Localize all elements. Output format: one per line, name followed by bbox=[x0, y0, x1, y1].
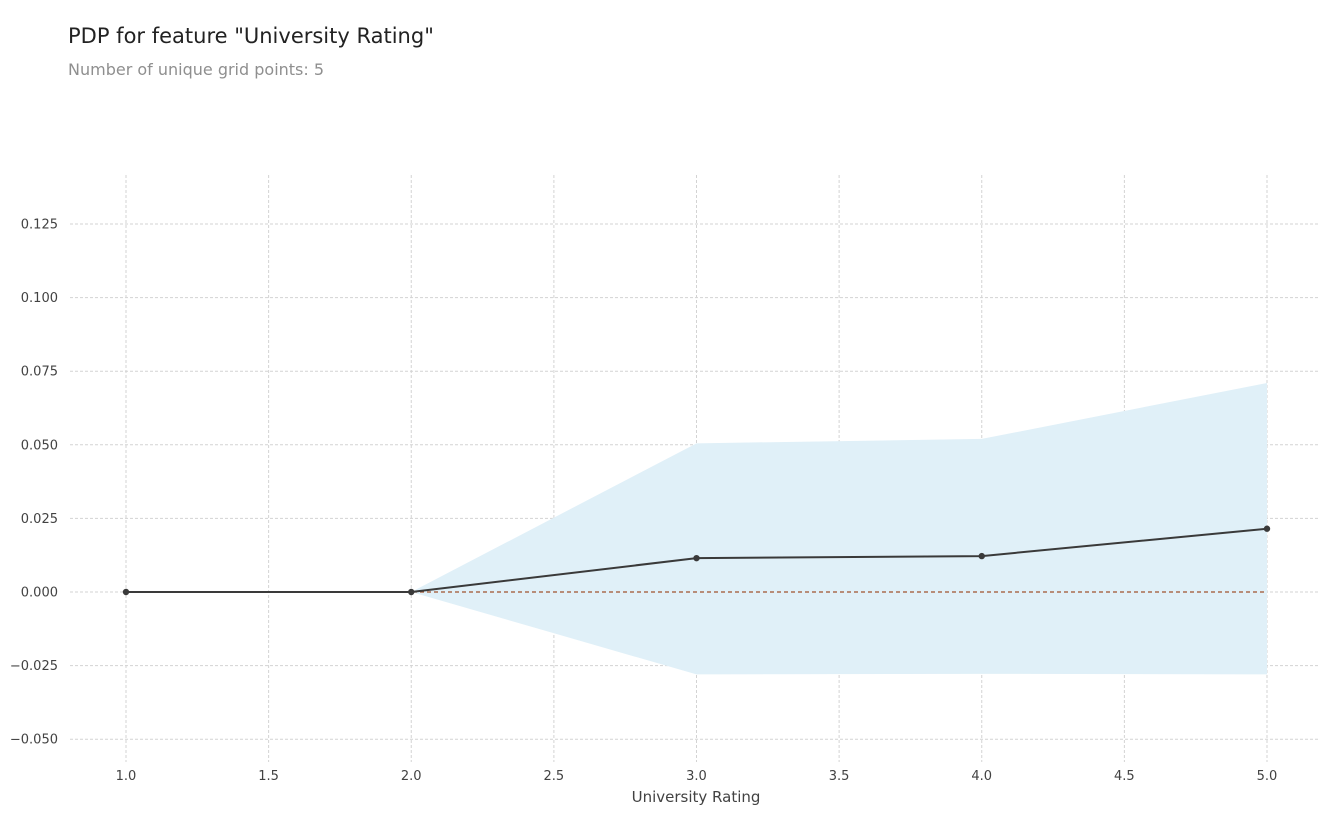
chart-subtitle: Number of unique grid points: 5 bbox=[68, 60, 325, 79]
pdp-point bbox=[122, 588, 130, 596]
y-tick-label: −0.025 bbox=[10, 659, 58, 674]
x-tick-label: 2.0 bbox=[401, 769, 422, 784]
y-tick-label: 0.075 bbox=[21, 365, 58, 380]
confidence-band-layer bbox=[126, 382, 1267, 675]
x-tick-label: 3.5 bbox=[829, 769, 850, 784]
y-tick-label: 0.025 bbox=[21, 512, 58, 527]
x-tick-label: 2.5 bbox=[544, 769, 565, 784]
y-tick-label: 0.050 bbox=[21, 438, 58, 453]
x-tick-label: 3.0 bbox=[686, 769, 707, 784]
x-tick-label: 4.5 bbox=[1114, 769, 1135, 784]
x-axis-label: University Rating bbox=[632, 788, 761, 806]
tick-labels: 1.0 1.5 2.0 2.5 3.0 3.5 4.0 4.5 5.0 −0.050 −0.025 0… bbox=[10, 218, 1277, 785]
x-tick-label: 1.5 bbox=[258, 769, 279, 784]
pdp-point bbox=[978, 552, 985, 560]
x-tick-label: 4.0 bbox=[971, 769, 992, 784]
y-tick-label: −0.050 bbox=[10, 733, 58, 748]
chart-title: PDP for feature "University Rating" bbox=[68, 24, 434, 48]
y-tick-label: 0.125 bbox=[21, 218, 58, 233]
y-tick-label: 0.100 bbox=[21, 291, 58, 306]
pdp-point bbox=[408, 588, 415, 596]
x-tick-label: 1.0 bbox=[116, 769, 137, 784]
confidence-band bbox=[126, 382, 1267, 675]
x-tick-label: 5.0 bbox=[1257, 769, 1278, 784]
y-tick-label: 0.000 bbox=[21, 586, 58, 601]
pdp-point bbox=[693, 554, 700, 562]
pdp-line-layer bbox=[122, 525, 1271, 596]
pdp-point bbox=[1263, 525, 1271, 532]
